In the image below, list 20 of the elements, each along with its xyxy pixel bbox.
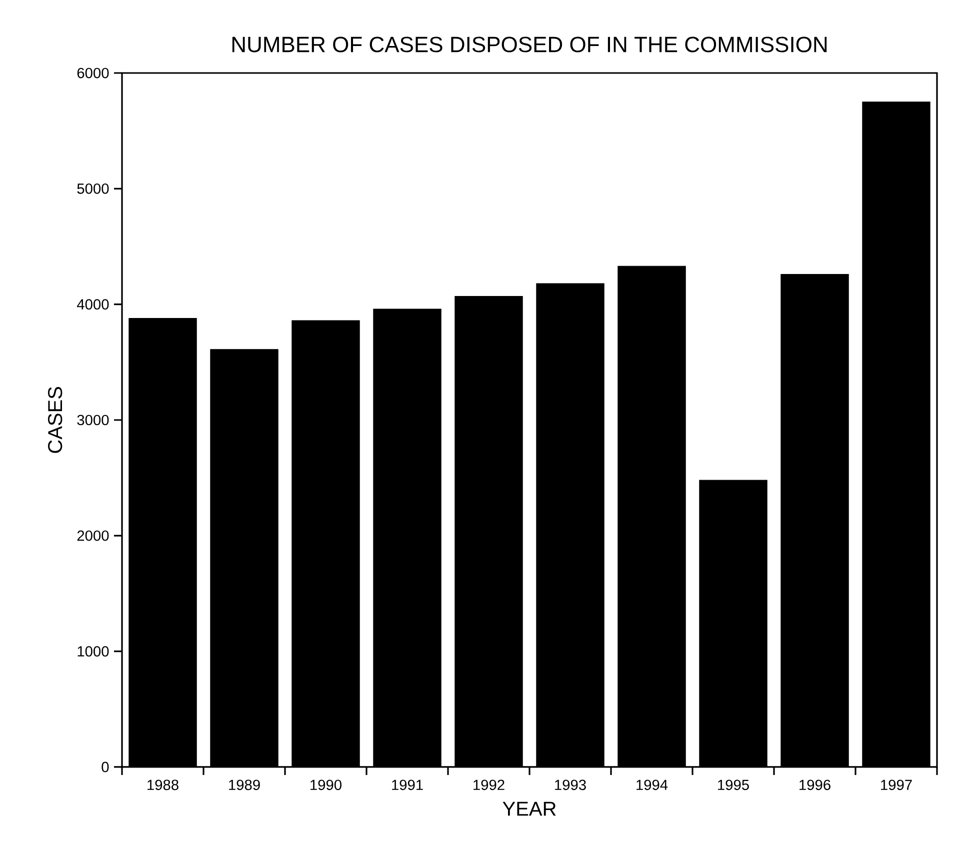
y-tick-label: 4000	[77, 299, 109, 310]
x-tick-label: 1997	[881, 780, 912, 790]
y-tick-label: 2000	[77, 530, 109, 541]
y-tick-label: 3000	[77, 414, 109, 426]
y-tick-label: 6000	[77, 68, 109, 78]
x-tick-label: 1996	[800, 780, 830, 790]
x-tick-label: 1993	[555, 780, 586, 790]
x-tick-label: 1995	[718, 780, 749, 790]
y-tick-label: 1000	[78, 646, 109, 657]
x-tick-label: 1994	[636, 780, 668, 790]
x-tick-label: 1990	[310, 780, 342, 790]
x-tick-label: 1991	[392, 780, 423, 790]
y-axis-title: CASES	[48, 387, 62, 453]
x-axis-title: YEAR	[502, 802, 556, 816]
x-tick-label: 1988	[148, 780, 178, 790]
x-tick-label: 1992	[474, 780, 504, 790]
y-tick-label: 0	[102, 762, 109, 772]
x-tick-label: 1989	[229, 780, 260, 790]
chart-title: NUMBER OF CASES DISPOSED OF IN THE COMMISSION	[232, 36, 827, 52]
y-tick-label: 5000	[77, 183, 109, 194]
